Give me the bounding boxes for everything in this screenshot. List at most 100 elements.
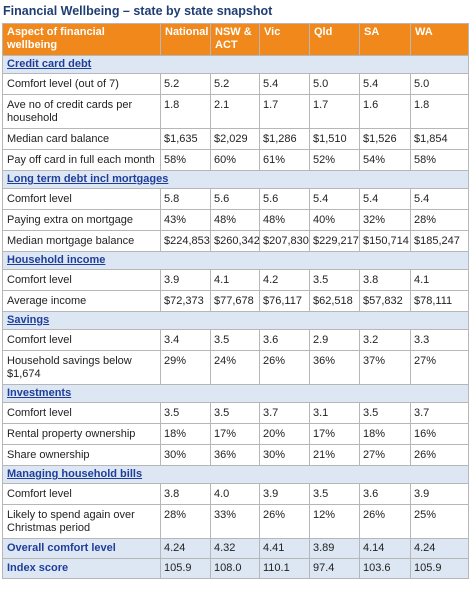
row-label: Household savings below $1,674 <box>2 350 161 385</box>
cell-value: 5.8 <box>160 188 211 210</box>
cell-value: 18% <box>359 423 411 445</box>
cell-value: $260,342 <box>210 230 260 252</box>
cell-value: 5.0 <box>410 73 469 95</box>
data-row: Average income $72,373 $77,678 $76,117 $62,5… <box>2 290 469 312</box>
cell-value: 36% <box>309 350 360 385</box>
cell-value: 36% <box>210 444 260 466</box>
data-row: Comfort level 5.8 5.6 5.6 5.4 5.4 5.4 <box>2 188 469 210</box>
section-title: Long term debt incl mortgages <box>2 170 469 189</box>
cell-value: 4.1 <box>410 269 469 291</box>
cell-value: 4.0 <box>210 483 260 505</box>
cell-value: 2.1 <box>210 94 260 129</box>
column-header: WA <box>410 23 469 56</box>
cell-value: 30% <box>259 444 310 466</box>
cell-value: 5.6 <box>259 188 310 210</box>
cell-value: 105.9 <box>410 558 469 579</box>
cell-value: 103.6 <box>359 558 411 579</box>
summary-row: Overall comfort level 4.24 4.32 4.41 3.89 4.1… <box>2 538 469 559</box>
row-label: Ave no of credit cards per household <box>2 94 161 129</box>
cell-value: 18% <box>160 423 211 445</box>
data-row: Comfort level (out of 7) 5.2 5.2 5.4 5.0 5.4 5… <box>2 73 469 95</box>
row-label: Paying extra on mortgage <box>2 209 161 231</box>
row-label: Pay off card in full each month <box>2 149 161 171</box>
data-row: Share ownership 30% 36% 30% 21% 27% 26% <box>2 444 469 466</box>
section-title: Investments <box>2 384 469 403</box>
cell-value: 26% <box>259 504 310 539</box>
section-title: Savings <box>2 311 469 330</box>
data-row: Household savings below $1,674 29% 24% 26% 3… <box>2 350 469 385</box>
cell-value: $1,286 <box>259 128 310 150</box>
cell-value: 5.4 <box>410 188 469 210</box>
wellbeing-table: Aspect of financial wellbeing National NSW… <box>2 23 469 579</box>
cell-value: 97.4 <box>309 558 360 579</box>
cell-value: $62,518 <box>309 290 360 312</box>
column-header: Aspect of financial wellbeing <box>2 23 161 56</box>
cell-value: 3.8 <box>160 483 211 505</box>
cell-value: $1,854 <box>410 128 469 150</box>
cell-value: 3.5 <box>210 329 260 351</box>
cell-value: 3.4 <box>160 329 211 351</box>
cell-value: $1,510 <box>309 128 360 150</box>
section-title: Managing household bills <box>2 465 469 484</box>
cell-value: $1,635 <box>160 128 211 150</box>
cell-value: 4.2 <box>259 269 310 291</box>
cell-value: 5.0 <box>309 73 360 95</box>
cell-value: $1,526 <box>359 128 411 150</box>
cell-value: $150,714 <box>359 230 411 252</box>
cell-value: 3.89 <box>309 538 360 559</box>
cell-value: 26% <box>359 504 411 539</box>
cell-value: 3.2 <box>359 329 411 351</box>
cell-value: 20% <box>259 423 310 445</box>
cell-value: 110.1 <box>259 558 310 579</box>
cell-value: 4.1 <box>210 269 260 291</box>
data-row: Ave no of credit cards per household 1.8 2… <box>2 94 469 129</box>
data-row: Median mortgage balance $224,853 $260,342 $… <box>2 230 469 252</box>
cell-value: 52% <box>309 149 360 171</box>
cell-value: $77,678 <box>210 290 260 312</box>
section-row: Household income <box>2 251 469 270</box>
cell-value: 3.5 <box>160 402 211 424</box>
cell-value: 33% <box>210 504 260 539</box>
row-label: Median card balance <box>2 128 161 150</box>
data-row: Comfort level 3.4 3.5 3.6 2.9 3.2 3.3 <box>2 329 469 351</box>
cell-value: 12% <box>309 504 360 539</box>
cell-value: 54% <box>359 149 411 171</box>
section-row: Managing household bills <box>2 465 469 484</box>
cell-value: 3.5 <box>359 402 411 424</box>
row-label: Average income <box>2 290 161 312</box>
cell-value: 30% <box>160 444 211 466</box>
cell-value: 27% <box>359 444 411 466</box>
cell-value: 3.9 <box>259 483 310 505</box>
cell-value: 1.6 <box>359 94 411 129</box>
cell-value: 3.5 <box>309 483 360 505</box>
section-row: Savings <box>2 311 469 330</box>
cell-value: 48% <box>210 209 260 231</box>
cell-value: 26% <box>259 350 310 385</box>
page-title: Financial Wellbeing – state by state sna… <box>3 4 273 18</box>
row-label: Comfort level <box>2 329 161 351</box>
row-label: Likely to spend again over Christmas per… <box>2 504 161 539</box>
data-row: Pay off card in full each month 58% 60% 61%… <box>2 149 469 171</box>
column-header: Vic <box>259 23 310 56</box>
section-row: Long term debt incl mortgages <box>2 170 469 189</box>
data-row: Median card balance $1,635 $2,029 $1,286 $1,… <box>2 128 469 150</box>
cell-value: 43% <box>160 209 211 231</box>
cell-value: 3.7 <box>259 402 310 424</box>
cell-value: 5.4 <box>359 73 411 95</box>
cell-value: 5.4 <box>259 73 310 95</box>
cell-value: $224,853 <box>160 230 211 252</box>
cell-value: 1.7 <box>309 94 360 129</box>
cell-value: $229,217 <box>309 230 360 252</box>
cell-value: 5.2 <box>160 73 211 95</box>
cell-value: 1.8 <box>410 94 469 129</box>
cell-value: 4.41 <box>259 538 310 559</box>
cell-value: 37% <box>359 350 411 385</box>
header-row: Aspect of financial wellbeing National NSW… <box>2 23 469 56</box>
row-label: Share ownership <box>2 444 161 466</box>
row-label: Overall comfort level <box>2 538 161 559</box>
cell-value: 28% <box>160 504 211 539</box>
column-header: NSW & ACT <box>210 23 260 56</box>
row-label: Comfort level <box>2 483 161 505</box>
cell-value: 105.9 <box>160 558 211 579</box>
